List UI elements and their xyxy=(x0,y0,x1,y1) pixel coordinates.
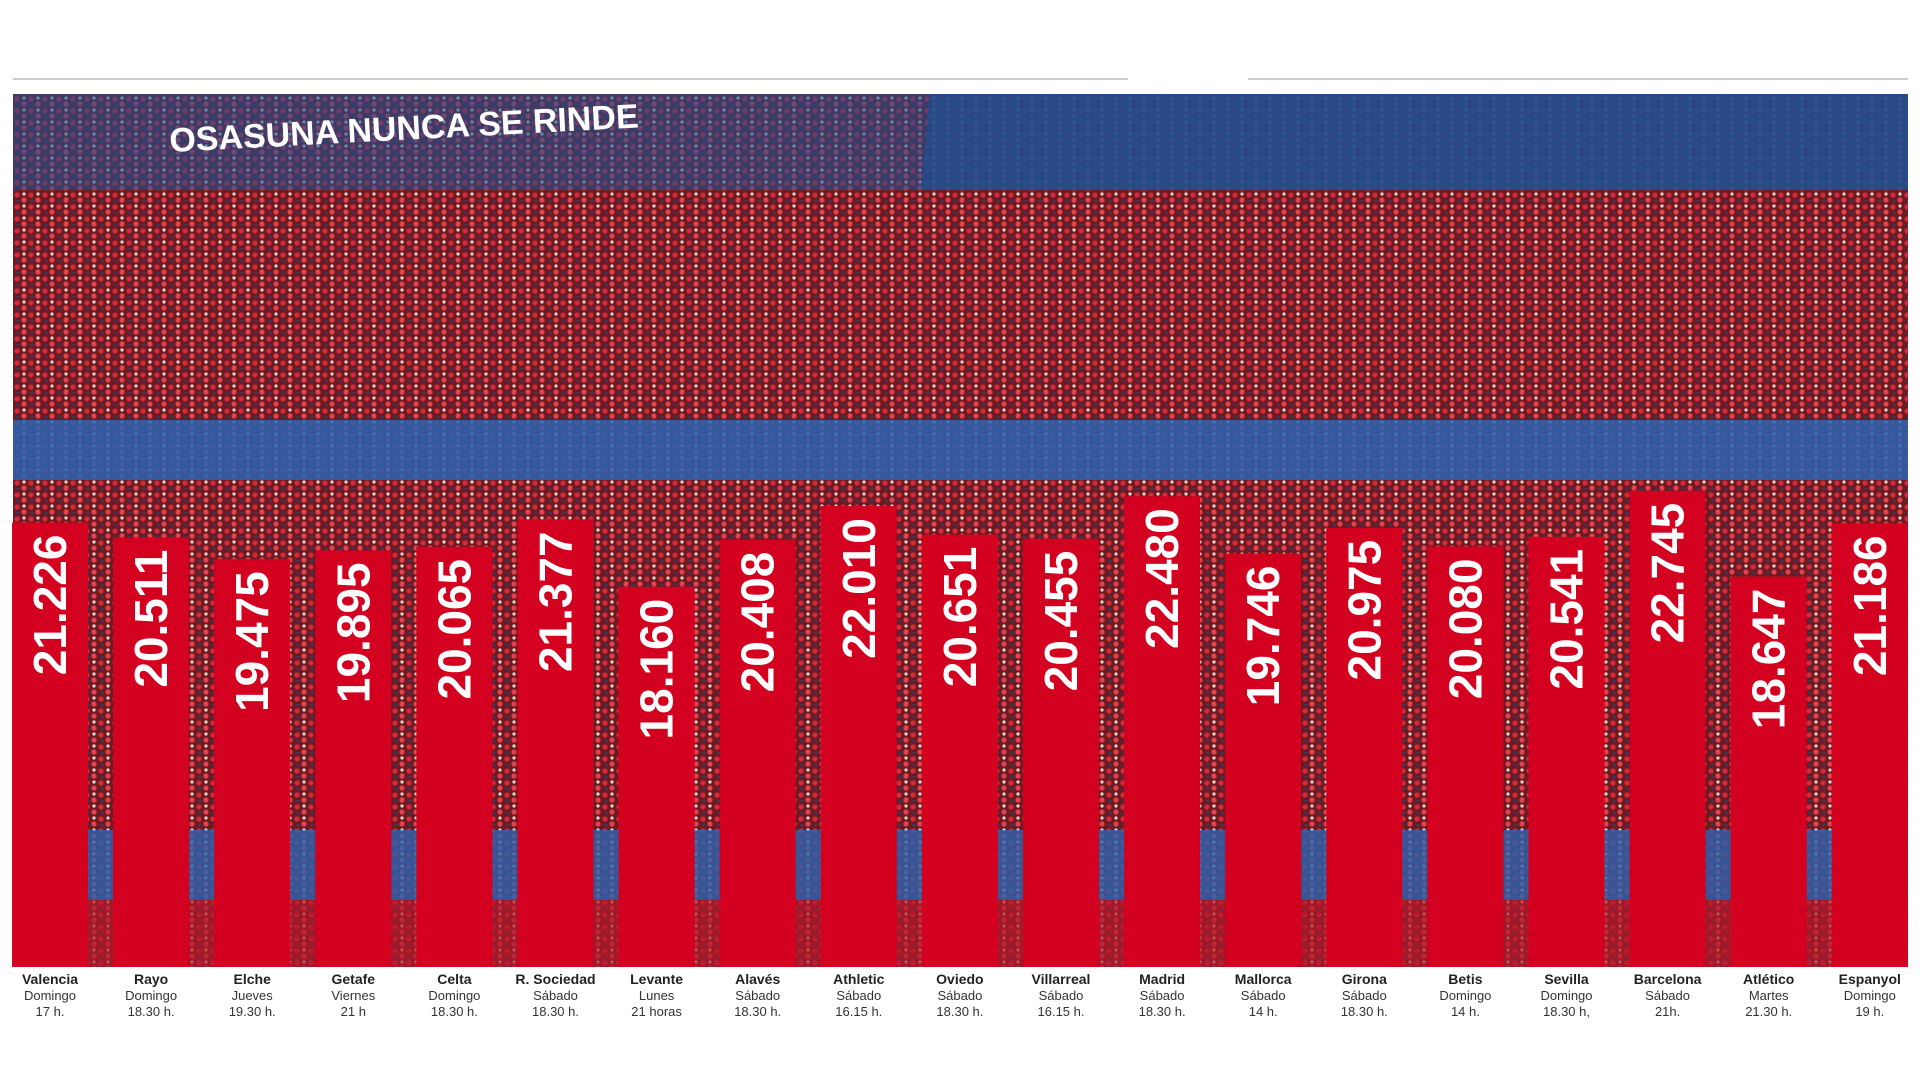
value-label: 20.975 xyxy=(1338,540,1390,681)
team-label: Elche xyxy=(234,971,272,987)
time-label: 14 h. xyxy=(1249,1004,1278,1019)
day-label: Viernes xyxy=(331,988,375,1003)
team-label: R. Sociedad xyxy=(515,971,595,987)
time-label: 16.15 h. xyxy=(835,1004,882,1019)
team-label: Girona xyxy=(1342,971,1387,987)
bar xyxy=(921,534,998,967)
day-label: Sábado xyxy=(735,988,780,1003)
team-label: Betis xyxy=(1448,971,1482,987)
value-label: 21.226 xyxy=(24,535,76,676)
bar xyxy=(214,559,291,967)
time-label: 18.30 h. xyxy=(1341,1004,1388,1019)
time-label: 21 horas xyxy=(631,1004,682,1019)
time-label: 18.30 h. xyxy=(1139,1004,1186,1019)
day-label: Domingo xyxy=(1439,988,1491,1003)
value-label: 20.065 xyxy=(428,559,480,700)
day-label: Sábado xyxy=(533,988,578,1003)
bar xyxy=(1023,538,1099,967)
value-label: 20.651 xyxy=(934,547,986,688)
day-label: Sábado xyxy=(1342,988,1387,1003)
value-label: 19.895 xyxy=(327,562,379,703)
day-label: Sábado xyxy=(1140,988,1185,1003)
time-label: 17 h. xyxy=(36,1004,65,1019)
time-label: 21.30 h. xyxy=(1745,1004,1792,1019)
value-label: 19.475 xyxy=(226,571,278,712)
time-label: 18.30 h, xyxy=(1543,1004,1590,1019)
team-label: Rayo xyxy=(134,971,168,987)
team-label: Atlético xyxy=(1743,971,1794,987)
bar xyxy=(315,550,392,967)
value-label: 22.010 xyxy=(833,518,885,659)
team-label: Getafe xyxy=(332,971,376,987)
bar xyxy=(1326,527,1403,967)
day-label: Sábado xyxy=(836,988,881,1003)
day-label: Domingo xyxy=(125,988,177,1003)
day-label: Sábado xyxy=(1039,988,1084,1003)
day-label: Domingo xyxy=(428,988,480,1003)
team-label: Athletic xyxy=(833,971,885,987)
day-label: Martes xyxy=(1749,988,1789,1003)
bar xyxy=(1831,523,1908,967)
bar xyxy=(1528,536,1605,967)
value-label: 18.647 xyxy=(1743,589,1795,730)
value-label: 20.408 xyxy=(732,552,784,693)
team-label: Mallorca xyxy=(1235,971,1292,987)
time-label: 16.15 h. xyxy=(1038,1004,1085,1019)
value-label: 21.186 xyxy=(1844,535,1896,676)
time-label: 19.30 h. xyxy=(229,1004,276,1019)
bar xyxy=(1730,576,1807,967)
day-label: Lunes xyxy=(639,988,675,1003)
time-label: 21 h xyxy=(341,1004,366,1019)
bar xyxy=(113,537,190,967)
bar xyxy=(416,546,493,967)
value-label: 20.080 xyxy=(1439,559,1491,700)
value-label: 20.511 xyxy=(125,549,177,687)
value-label: 20.541 xyxy=(1541,549,1593,690)
day-label: Domingo xyxy=(1540,988,1592,1003)
value-label: 22.745 xyxy=(1642,503,1694,644)
time-label: 21h. xyxy=(1655,1004,1680,1019)
day-label: Jueves xyxy=(232,988,274,1003)
team-label: Levante xyxy=(630,971,683,987)
day-label: Domingo xyxy=(1844,988,1896,1003)
bar xyxy=(517,519,594,967)
value-label: 19.746 xyxy=(1237,566,1289,707)
day-label: Sábado xyxy=(1645,988,1690,1003)
day-label: Sábado xyxy=(937,988,982,1003)
time-label: 18.30 h. xyxy=(431,1004,478,1019)
bar xyxy=(1427,546,1504,967)
time-label: 18.30 h. xyxy=(936,1004,983,1019)
team-label: Barcelona xyxy=(1634,971,1702,987)
bar xyxy=(719,539,796,967)
team-label: Sevilla xyxy=(1544,971,1589,987)
value-label: 22.480 xyxy=(1136,508,1188,649)
team-label: Madrid xyxy=(1139,971,1185,987)
time-label: 19 h. xyxy=(1855,1004,1884,1019)
team-label: Celta xyxy=(437,971,471,987)
time-label: 18.30 h. xyxy=(734,1004,781,1019)
team-label: Alavés xyxy=(735,971,780,987)
team-label: Oviedo xyxy=(936,971,983,987)
time-label: 18.30 h. xyxy=(532,1004,579,1019)
day-label: Domingo xyxy=(24,988,76,1003)
bar xyxy=(618,586,695,967)
value-label: 20.455 xyxy=(1035,551,1087,692)
time-label: 18.30 h. xyxy=(128,1004,175,1019)
bar xyxy=(1124,496,1201,967)
team-label: Valencia xyxy=(22,971,78,987)
team-label: Villarreal xyxy=(1032,971,1091,987)
bar xyxy=(12,522,88,967)
bar xyxy=(820,506,897,967)
day-label: Sábado xyxy=(1241,988,1286,1003)
time-label: 14 h. xyxy=(1451,1004,1480,1019)
bar xyxy=(1629,490,1706,967)
value-label: 18.160 xyxy=(631,599,683,740)
bar xyxy=(1225,553,1302,967)
value-label: 21.377 xyxy=(530,531,582,672)
team-label: Espanyol xyxy=(1839,971,1901,987)
